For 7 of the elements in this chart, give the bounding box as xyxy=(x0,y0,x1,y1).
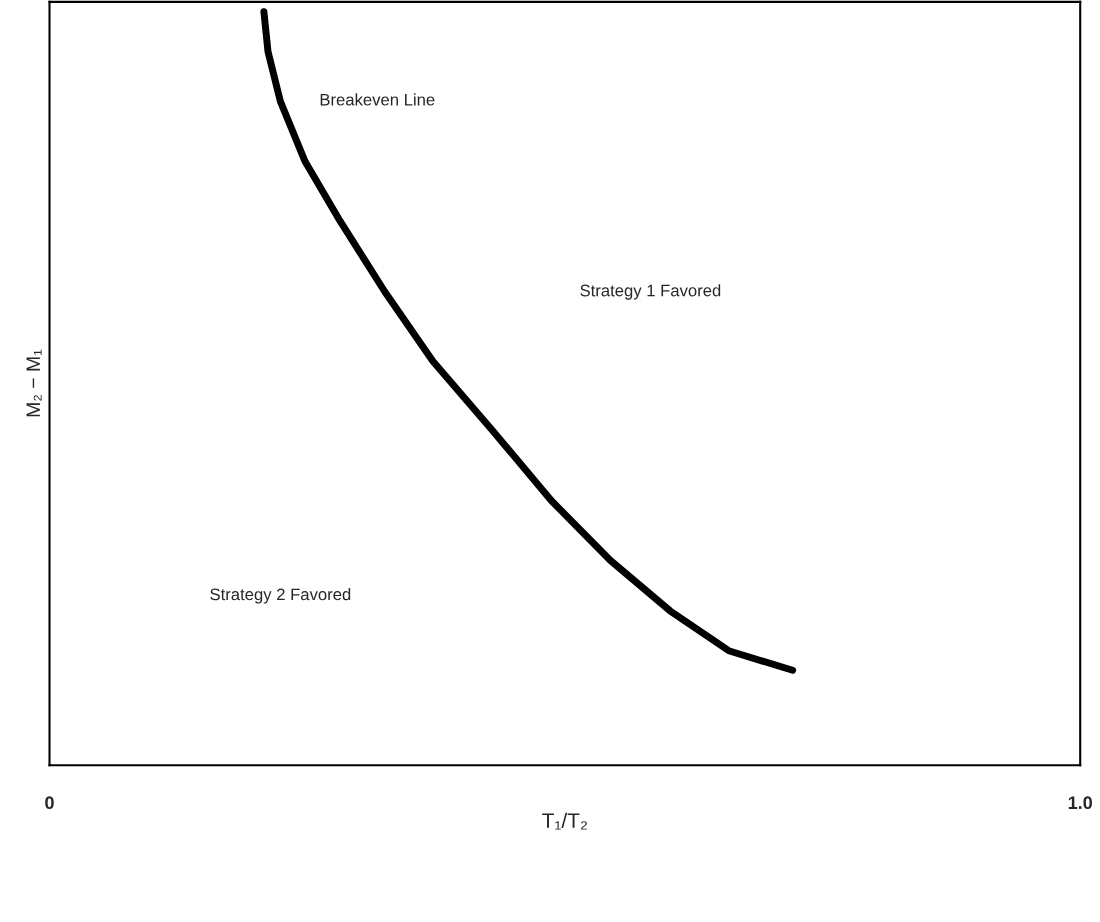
annotation: Strategy 1 Favored xyxy=(580,284,721,300)
annotation: Breakeven Line xyxy=(320,93,435,106)
y-axis-title: M₂ − M₁ xyxy=(26,349,42,417)
x-tick-label: 0 xyxy=(45,796,54,810)
x-tick-label: 1.0 xyxy=(1068,796,1093,810)
annotation: Strategy 2 Favored xyxy=(210,588,351,604)
x-axis-title: T₁/T₂ xyxy=(542,812,587,830)
